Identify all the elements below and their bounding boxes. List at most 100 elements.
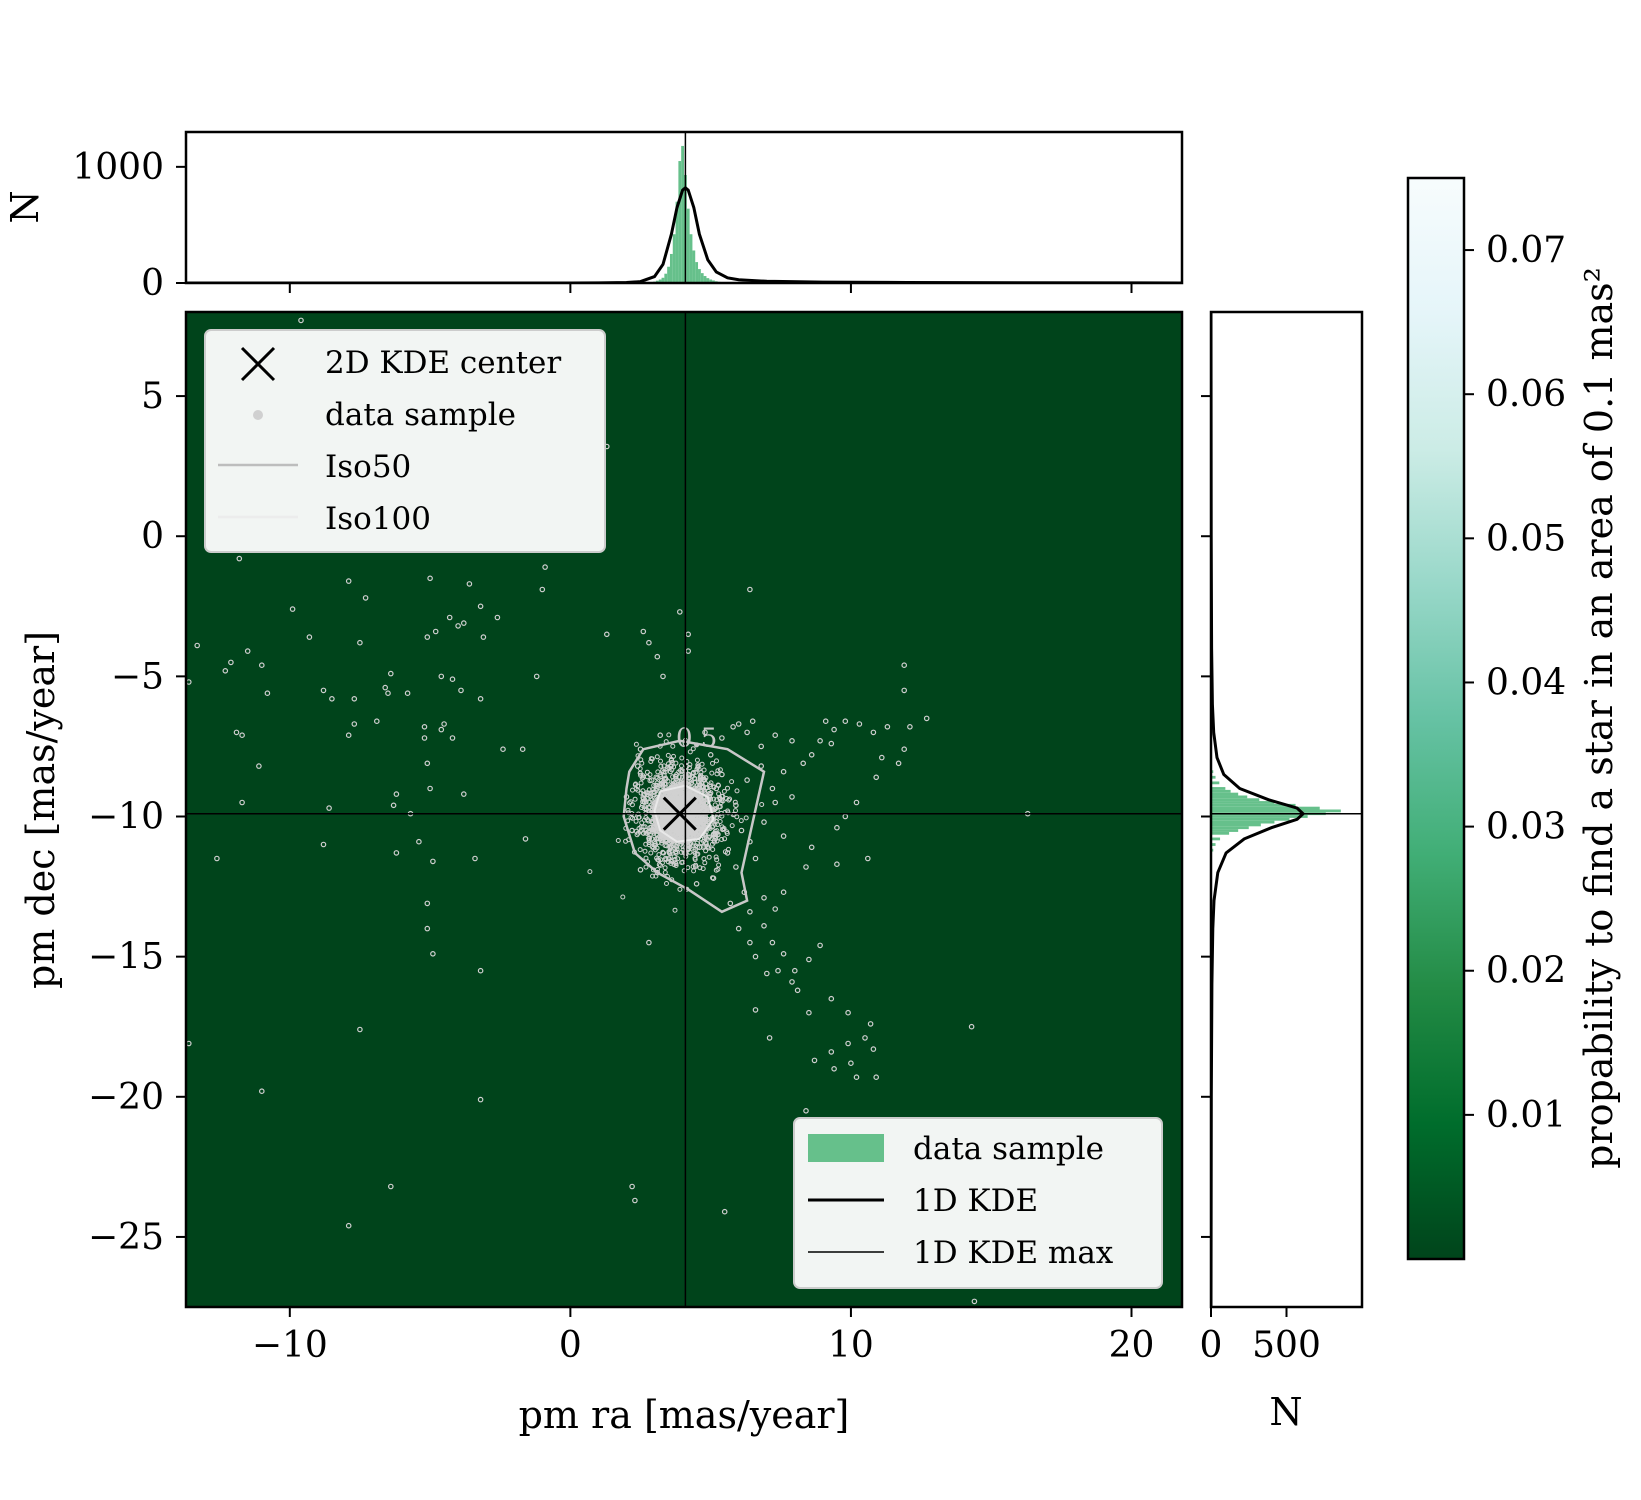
data-sample-point [655, 769, 661, 775]
data-sample-point [730, 812, 736, 818]
top-hist-bar [698, 269, 701, 283]
data-sample-point [697, 776, 703, 782]
data-sample-point [661, 769, 667, 775]
colorbar-tick-label: 0.02 [1486, 951, 1566, 992]
data-sample-point [637, 770, 643, 776]
data-sample-point [845, 1040, 851, 1047]
data-sample-point [677, 886, 683, 892]
top-y-tick-label: 1000 [72, 147, 164, 188]
data-sample-point [329, 695, 335, 702]
top-hist-bar [706, 278, 710, 283]
top-hist-bar [689, 234, 693, 283]
top-hist-bar [661, 277, 665, 283]
data-sample-point [696, 786, 702, 791]
x-tick-label: −10 [252, 1325, 328, 1366]
data-sample-point [808, 751, 815, 758]
colorbar-tick-label: 0.04 [1486, 662, 1566, 703]
data-sample-point [714, 771, 720, 777]
data-sample-point [749, 718, 756, 725]
data-sample-point [648, 831, 654, 837]
colorbar-tick-label: 0.03 [1486, 807, 1566, 848]
data-sample-point [637, 866, 644, 873]
data-sample-point [662, 865, 668, 871]
data-sample-point [660, 782, 666, 788]
data-sample-point [747, 586, 753, 593]
data-sample-point [629, 1183, 635, 1190]
data-sample-point [662, 870, 668, 875]
data-sample-point [725, 785, 730, 791]
data-sample-point [628, 799, 634, 805]
data-sample-point [500, 746, 506, 753]
data-sample-point [794, 987, 801, 994]
data-sample-point [780, 950, 787, 957]
data-sample-point [714, 758, 719, 764]
legend-lower-label: 1D KDE max [913, 1235, 1114, 1271]
right-hist-bar [1211, 775, 1216, 779]
data-sample-point [702, 860, 708, 866]
data-sample-point [494, 614, 501, 621]
data-sample-point [646, 787, 652, 793]
right-hist-bar [1211, 815, 1308, 818]
data-sample-point [694, 766, 700, 772]
data-sample-point [587, 869, 593, 875]
data-sample-point [633, 741, 639, 747]
legend-upper-box [204, 329, 606, 553]
data-sample-point [711, 831, 716, 837]
data-sample-point [806, 956, 812, 963]
data-sample-point [766, 1035, 773, 1041]
data-sample-point [828, 740, 835, 747]
data-sample-point [693, 843, 699, 849]
legend-upper: 2D KDE center data sample Iso50 Iso100 [204, 329, 606, 553]
data-sample-point [449, 735, 456, 741]
data-sample-point [734, 788, 740, 794]
data-sample-point [642, 848, 648, 854]
top-marginal-ylabel: N [3, 190, 47, 223]
main-ticks: −10 0 10 20 5 0 −5 −10 −15 −20 −25 [88, 376, 1154, 1366]
data-sample-point [670, 743, 676, 749]
data-sample-point [642, 817, 647, 823]
data-sample-point [424, 900, 431, 907]
data-sample-point [663, 776, 669, 782]
data-sample-point [658, 836, 664, 842]
data-sample-point [709, 770, 715, 776]
data-sample-point [258, 1088, 265, 1095]
data-sample-point [637, 766, 643, 772]
data-sample-point [638, 772, 644, 778]
data-sample-point [393, 791, 400, 797]
data-sample-point [653, 873, 659, 879]
data-sample-point [603, 631, 610, 638]
data-sample-point [466, 581, 473, 587]
data-sample-point [780, 889, 787, 896]
right-hist-bar [1211, 823, 1261, 827]
data-sample-point [642, 799, 647, 804]
data-sample-point [692, 864, 698, 870]
data-sample-point [387, 670, 394, 677]
data-sample-point [676, 774, 682, 780]
top-hist-bar [672, 234, 676, 283]
data-sample-point [714, 857, 720, 863]
y-tick-label: −15 [88, 937, 164, 978]
data-sample-point [730, 723, 736, 730]
data-sample-point [693, 769, 699, 775]
top-hist-bar [686, 208, 690, 283]
data-sample-point [393, 850, 400, 856]
data-sample-point [772, 732, 779, 739]
data-sample-point [670, 846, 676, 852]
top-marginal-frame [184, 130, 1184, 285]
data-sample-point [901, 662, 908, 669]
data-sample-point [703, 785, 709, 791]
data-sample-point [715, 832, 721, 838]
data-sample-point [653, 774, 659, 780]
colorbar-tick-label: 0.05 [1486, 518, 1566, 559]
data-sample-point [693, 880, 700, 887]
data-sample-point [706, 791, 712, 796]
data-sample-point [752, 855, 759, 862]
data-sample-point [720, 826, 726, 832]
data-sample-point [694, 757, 700, 763]
data-sample-point [632, 796, 638, 802]
data-sample-point [789, 979, 795, 985]
data-sample-point [738, 818, 744, 824]
data-sample-point [519, 746, 526, 753]
data-sample-point [638, 780, 644, 786]
